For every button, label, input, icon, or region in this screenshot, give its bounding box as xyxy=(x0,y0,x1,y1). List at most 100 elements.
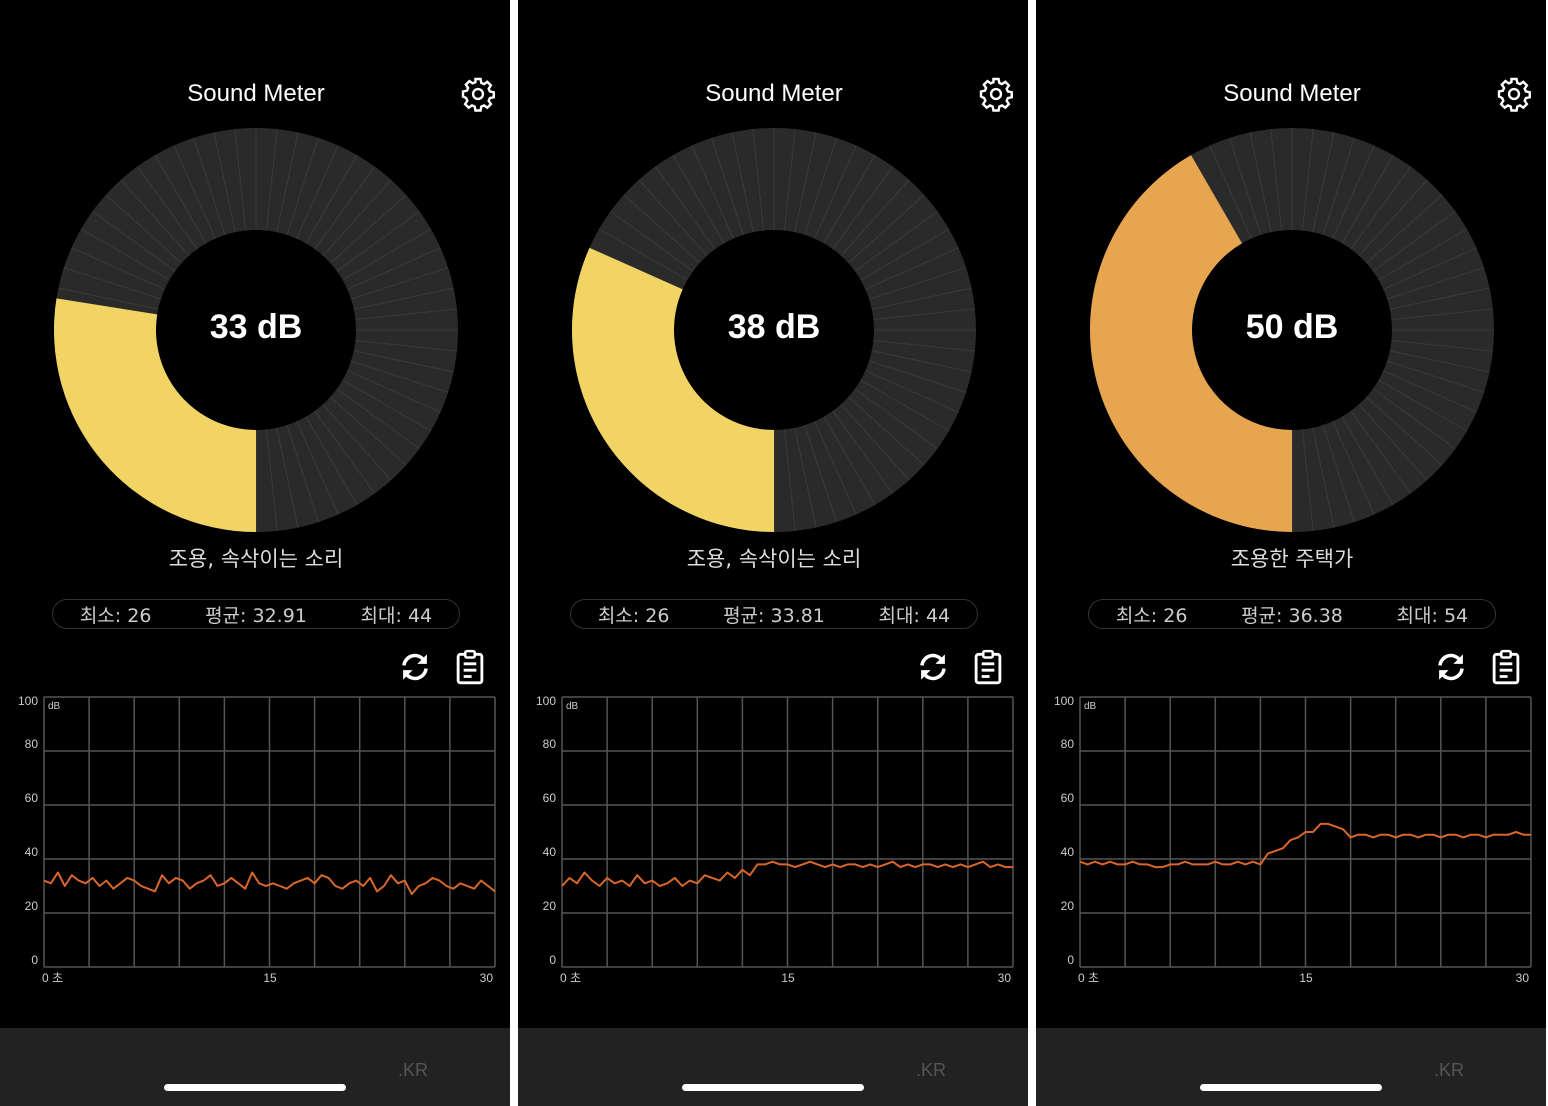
reset-refresh-icon[interactable] xyxy=(914,648,952,686)
gauge-tick xyxy=(1365,194,1443,264)
gauge-tick xyxy=(322,403,392,481)
gauge-tick xyxy=(1378,379,1468,432)
gauge-tick xyxy=(783,129,796,231)
gauge-tick xyxy=(1391,308,1493,321)
gauge-tick xyxy=(265,429,278,531)
x-tick-label: 0 초 xyxy=(1078,971,1099,985)
stat-max: 최대: 54 xyxy=(1396,604,1469,627)
gauge-tick xyxy=(296,421,339,515)
gauge-tick xyxy=(1341,416,1394,506)
y-axis-unit: dB xyxy=(1084,701,1097,712)
db-history-chart: 100 80 60 40 20 0 dB 0 초 15 30 xyxy=(18,694,496,985)
stats-bar: 최소: 26 평균: 32.91 최대: 44 xyxy=(52,599,460,629)
gauge-tick xyxy=(265,129,278,231)
x-tick-label: 30 xyxy=(1516,971,1530,985)
gauge-tick xyxy=(296,145,339,239)
clipboard-icon[interactable] xyxy=(451,648,489,686)
stat-min: 최소: 26 xyxy=(79,604,152,627)
gauge-tick xyxy=(353,287,454,310)
gauge-tick xyxy=(136,166,198,250)
home-indicator[interactable] xyxy=(682,1084,864,1091)
gauge-tick xyxy=(1270,129,1283,231)
gauge-tick xyxy=(286,424,319,523)
gauge-tick xyxy=(63,267,162,300)
gauge-tick xyxy=(120,179,190,257)
home-indicator[interactable] xyxy=(164,1084,346,1091)
gauge-tick xyxy=(355,308,457,321)
y-tick-label: 60 xyxy=(1061,791,1075,805)
gauge-tick xyxy=(1301,129,1314,231)
settings-gear-icon[interactable] xyxy=(1496,76,1532,112)
y-tick-label: 60 xyxy=(25,791,39,805)
clipboard-icon[interactable] xyxy=(969,648,1007,686)
gauge-tick xyxy=(854,388,938,450)
gauge-tick xyxy=(865,247,959,290)
y-tick-label: 100 xyxy=(536,694,556,708)
y-tick-label: 20 xyxy=(25,899,39,913)
gauge-tick xyxy=(868,360,967,393)
gauge-tick xyxy=(336,388,420,450)
home-indicator[interactable] xyxy=(1200,1084,1382,1091)
reset-refresh-icon[interactable] xyxy=(1432,648,1470,686)
db-history-chart: 100 80 60 40 20 0 dB 0 초 15 30 xyxy=(1054,694,1532,985)
clipboard-icon[interactable] xyxy=(1487,648,1525,686)
gauge-tick xyxy=(1372,210,1456,272)
gauge-tick xyxy=(305,154,358,244)
gauge-tick xyxy=(823,416,876,506)
stat-avg: 평균: 36.38 xyxy=(1241,604,1343,627)
y-axis-unit: dB xyxy=(48,701,61,712)
gauge-tick xyxy=(314,166,376,250)
stat-max: 최대: 44 xyxy=(360,604,433,627)
gauge-tick xyxy=(871,350,972,373)
gauge-tick xyxy=(598,228,688,281)
gauge-tick xyxy=(276,132,299,233)
noise-description: 조용, 속삭이는 소리 xyxy=(168,547,344,571)
stat-avg: 평균: 32.91 xyxy=(205,604,307,627)
db-gauge xyxy=(571,128,976,532)
sound-meter-screen: Sound Meter 33 dB 조용, 속삭이는 소리 최소: 26 평균:… xyxy=(0,0,510,1106)
stats-bar: 최소: 26 평균: 36.38 최대: 54 xyxy=(1088,599,1496,629)
gauge-tick xyxy=(322,179,392,257)
app-title: Sound Meter xyxy=(705,80,843,107)
gauge-tick xyxy=(353,350,454,373)
y-tick-label: 20 xyxy=(1061,899,1075,913)
y-tick-label: 20 xyxy=(543,899,557,913)
gauge-tick xyxy=(193,137,226,236)
gauge-tick xyxy=(672,154,725,244)
gauge-tick xyxy=(847,194,925,264)
reset-refresh-icon[interactable] xyxy=(396,648,434,686)
bottom-bar: .KR xyxy=(1036,1028,1546,1106)
gauge-tick xyxy=(92,210,176,272)
stat-min: 최소: 26 xyxy=(597,604,670,627)
gauge-tick xyxy=(1209,145,1252,239)
db-reading: 33 dB xyxy=(209,308,303,346)
gauge-tick xyxy=(873,308,975,321)
y-tick-label: 40 xyxy=(25,845,39,859)
gauge-tick xyxy=(752,129,765,231)
db-gauge xyxy=(53,128,458,532)
gauge-tick xyxy=(1358,403,1428,481)
y-tick-label: 60 xyxy=(543,791,557,805)
gauge-tick xyxy=(868,267,967,300)
gauge-tick xyxy=(1389,287,1490,310)
gauge-tick xyxy=(623,194,701,264)
gauge-tick xyxy=(1341,154,1394,244)
gauge-tick xyxy=(1383,370,1477,413)
gauge-tick xyxy=(711,137,744,236)
gauge-tick xyxy=(1386,360,1485,393)
gauge-tick xyxy=(1386,267,1485,300)
app-title: Sound Meter xyxy=(187,80,325,107)
gauge-tick xyxy=(1350,166,1412,250)
y-axis-unit: dB xyxy=(566,701,579,712)
settings-gear-icon[interactable] xyxy=(978,76,1014,112)
gauge-tick xyxy=(589,247,683,290)
y-tick-label: 0 xyxy=(31,953,38,967)
gauge-tick xyxy=(1301,429,1314,531)
y-tick-label: 80 xyxy=(25,737,39,751)
db-series-line xyxy=(1079,822,1531,869)
gauge-tick xyxy=(691,145,734,239)
noise-description: 조용한 주택가 xyxy=(1230,547,1354,571)
gauge-tick xyxy=(286,137,319,236)
app-title: Sound Meter xyxy=(1223,80,1361,107)
settings-gear-icon[interactable] xyxy=(460,76,496,112)
